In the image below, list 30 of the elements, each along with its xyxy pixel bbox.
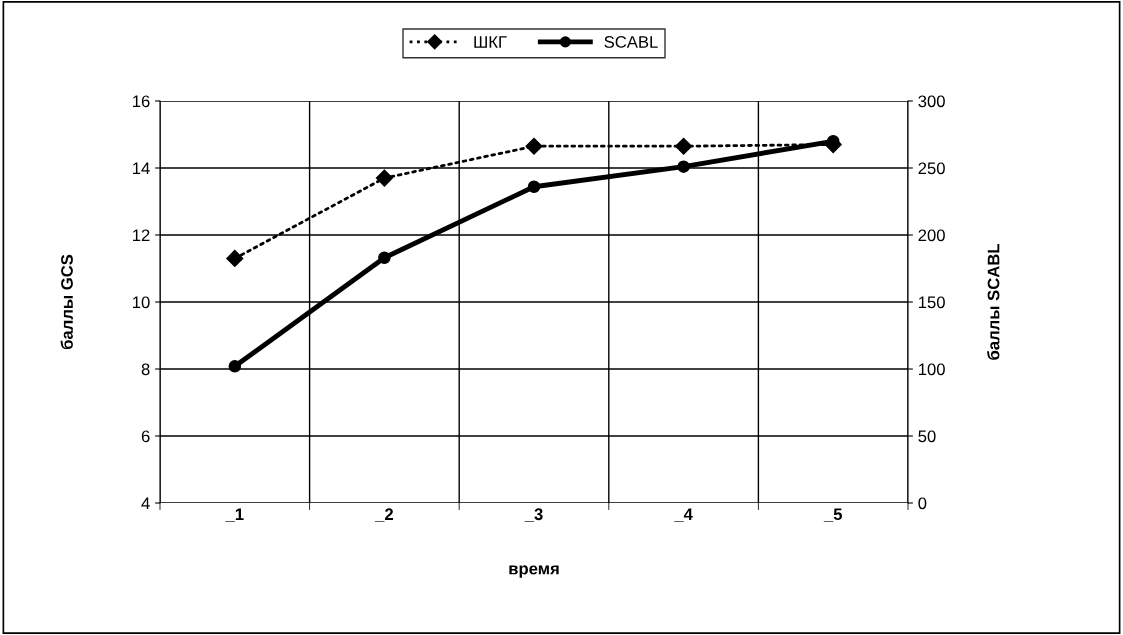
x-tick-label: _5 (823, 508, 843, 522)
y2-tick-label: 50 (918, 430, 936, 443)
y-tick-label: 14 (133, 162, 150, 175)
y2-tick-label: 0 (918, 497, 927, 510)
y2-tick-label: 300 (918, 95, 945, 108)
point (226, 249, 244, 268)
y2-tick-label: 250 (918, 162, 945, 175)
x-tick-label: _2 (374, 508, 393, 522)
legend-label: ШКГ (474, 36, 507, 48)
point (375, 169, 393, 187)
x-axis-title: время (509, 565, 559, 578)
y2-tick-label: 100 (918, 363, 945, 376)
legend-label: SCABL (604, 36, 658, 48)
y2-axis-title: баллы SCABL (987, 244, 1000, 360)
y2-tick-label: 150 (918, 296, 945, 309)
point (527, 180, 541, 194)
x-tick-label: _4 (674, 508, 693, 522)
y-tick-label: 12 (133, 229, 150, 242)
point (525, 137, 543, 155)
y-tick-label: 4 (141, 497, 150, 510)
y-tick-label: 10 (133, 296, 150, 309)
x-tick-label: _3 (524, 508, 543, 522)
point (378, 251, 391, 265)
point (675, 137, 693, 155)
x-tick-label: _1 (225, 508, 244, 522)
y-axis-title: баллы GCS (60, 254, 73, 350)
y-tick-label: 16 (133, 95, 150, 108)
y-tick-label: 6 (141, 430, 150, 443)
y2-tick-label: 200 (918, 229, 945, 242)
y-tick-label: 8 (141, 363, 150, 376)
